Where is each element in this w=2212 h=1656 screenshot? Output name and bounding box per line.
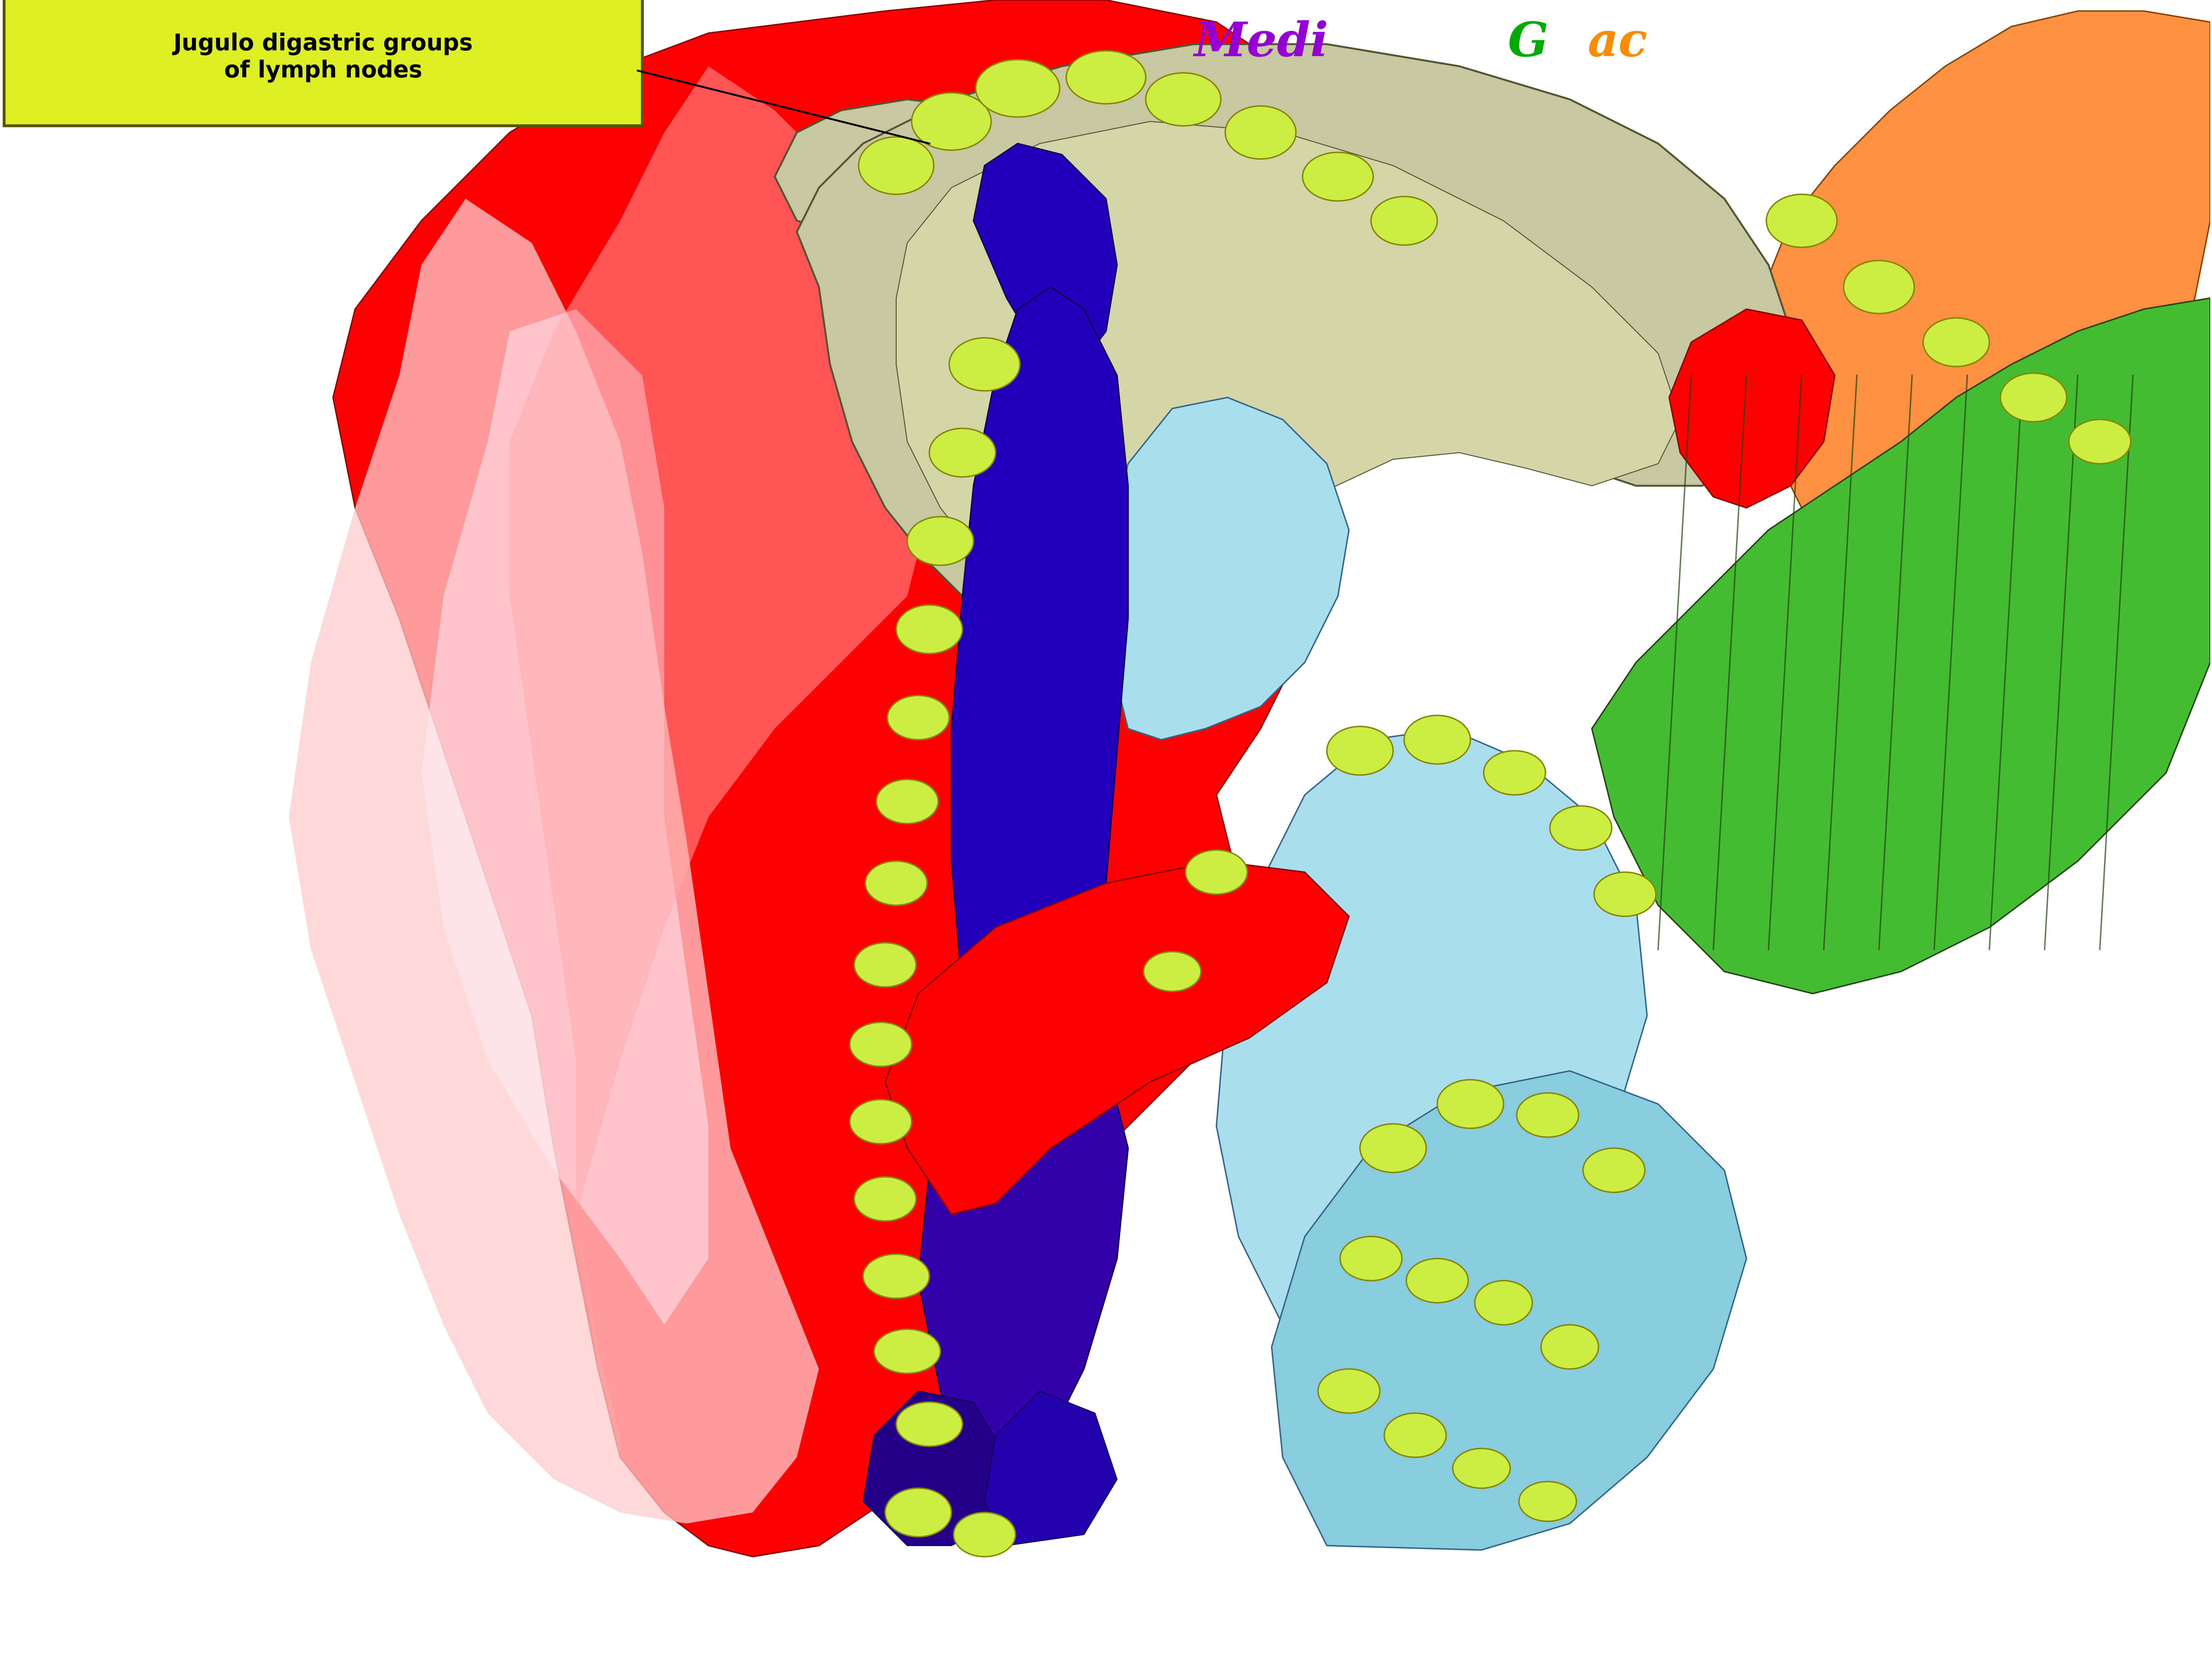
Ellipse shape [887,696,949,740]
Polygon shape [290,199,818,1524]
Ellipse shape [2000,373,2066,422]
Ellipse shape [1484,750,1546,795]
Ellipse shape [1542,1325,1599,1370]
Ellipse shape [1405,715,1471,763]
Polygon shape [334,0,1305,1557]
Ellipse shape [1066,51,1146,104]
Polygon shape [1217,729,1648,1336]
Text: Jugulo digastric groups
of lymph nodes: Jugulo digastric groups of lymph nodes [173,33,473,83]
Polygon shape [774,99,1062,243]
Ellipse shape [1453,1449,1511,1489]
Polygon shape [896,121,1681,651]
Ellipse shape [854,1177,916,1220]
Ellipse shape [1520,1482,1577,1522]
Ellipse shape [1385,1413,1447,1457]
Ellipse shape [1186,850,1248,894]
Ellipse shape [1303,152,1374,200]
Ellipse shape [1843,260,1913,313]
Ellipse shape [949,338,1020,391]
Ellipse shape [865,861,927,906]
Ellipse shape [1922,318,1989,366]
Ellipse shape [849,1022,911,1066]
Ellipse shape [858,137,933,194]
Ellipse shape [929,429,995,477]
Text: G: G [1509,20,1548,66]
Polygon shape [984,1391,1117,1545]
Ellipse shape [1371,197,1438,245]
Ellipse shape [1360,1124,1427,1172]
Polygon shape [885,861,1349,1214]
Ellipse shape [1584,1148,1646,1192]
Polygon shape [509,66,929,1457]
Ellipse shape [885,1489,951,1537]
Ellipse shape [1407,1259,1469,1303]
Ellipse shape [1551,806,1613,850]
Text: ac: ac [1588,20,1648,66]
Ellipse shape [907,517,973,565]
Polygon shape [796,45,1792,674]
Ellipse shape [2068,419,2130,464]
Polygon shape [1272,1071,1747,1550]
Ellipse shape [1517,1093,1579,1138]
Polygon shape [420,310,708,1325]
Ellipse shape [1340,1237,1402,1280]
Ellipse shape [953,1512,1015,1557]
Ellipse shape [896,604,962,654]
Ellipse shape [876,780,938,823]
Text: Medi: Medi [1194,20,1329,66]
Ellipse shape [1144,952,1201,992]
Polygon shape [1106,397,1349,740]
Ellipse shape [1327,727,1394,775]
Ellipse shape [874,1330,940,1373]
Ellipse shape [854,942,916,987]
Polygon shape [1593,298,2210,994]
Polygon shape [1670,310,1834,508]
FancyBboxPatch shape [4,0,641,126]
Ellipse shape [975,60,1060,118]
Ellipse shape [849,1100,911,1144]
Ellipse shape [1595,873,1657,916]
Polygon shape [863,1391,1006,1545]
Polygon shape [918,1027,1128,1490]
Ellipse shape [1146,73,1221,126]
Polygon shape [1759,12,2210,585]
Ellipse shape [863,1254,929,1298]
Ellipse shape [1318,1370,1380,1413]
Polygon shape [973,144,1117,376]
Ellipse shape [1475,1280,1533,1325]
Ellipse shape [1438,1080,1504,1128]
Polygon shape [951,286,1128,1148]
Ellipse shape [911,93,991,151]
Ellipse shape [896,1403,962,1446]
Ellipse shape [1225,106,1296,159]
Ellipse shape [1767,194,1836,247]
